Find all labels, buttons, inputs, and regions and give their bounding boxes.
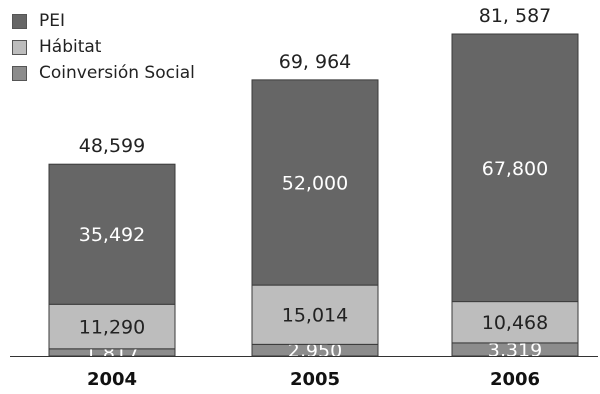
- legend-swatch-coinversion-social: [12, 65, 27, 81]
- legend: PEI Hábitat Coinversión Social: [12, 8, 195, 86]
- bar-value-label: 11,290: [79, 317, 145, 339]
- bar-value-label: 15,014: [282, 305, 348, 327]
- legend-item-pei: PEI: [12, 8, 195, 34]
- bar-segment-habitat-2004: [48, 303, 176, 350]
- legend-swatch-habitat: [12, 39, 27, 55]
- x-tick-label: 2004: [87, 369, 137, 390]
- bar-segment-habitat-2006: [451, 301, 579, 344]
- bar-total-label: 69, 964: [279, 51, 352, 73]
- bar-value-label: 35,492: [79, 224, 145, 246]
- bar-segment-pei-2004: [48, 163, 176, 305]
- legend-label-pei: PEI: [39, 11, 66, 31]
- bar-value-label: 3,319: [488, 339, 542, 361]
- bar-segment-pei-2006: [451, 33, 579, 303]
- bar-value-label: 67,800: [482, 158, 548, 180]
- legend-item-habitat: Hábitat: [12, 34, 195, 60]
- bar-value-label: 52,000: [282, 172, 348, 194]
- legend-item-coinversion-social: Coinversión Social: [12, 60, 195, 86]
- legend-label-coinversion-social: Coinversión Social: [39, 63, 195, 83]
- bar-total-label: 48,599: [79, 135, 145, 157]
- legend-label-habitat: Hábitat: [39, 37, 102, 57]
- x-tick-label: 2006: [490, 369, 540, 390]
- bar-segment-pei-2005: [251, 79, 379, 286]
- x-tick-label: 2005: [290, 369, 340, 390]
- legend-swatch-pei: [12, 13, 27, 29]
- bar-value-label: 10,468: [482, 312, 548, 334]
- bar-total-label: 81, 587: [479, 5, 552, 27]
- bar-segment-habitat-2005: [251, 284, 379, 345]
